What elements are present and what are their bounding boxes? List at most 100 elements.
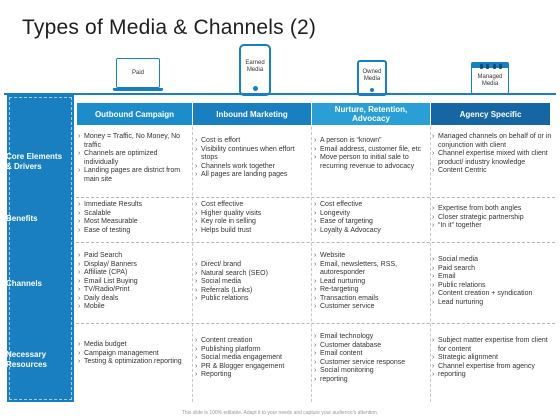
managed-media-calendar-icon: Managed Media <box>470 62 510 94</box>
list-item: Cost is effort <box>195 137 309 146</box>
list-item: Most Measurable <box>78 218 192 227</box>
column-header-nurture-retention-advocacy: Nurture, Retention, Advocacy <box>312 103 430 125</box>
list-item: Key role in selling <box>195 218 309 227</box>
list-item: Closer strategic partnership <box>432 214 554 223</box>
list-item: Email List Buying <box>78 278 192 287</box>
list-item: Cost effective <box>195 201 309 210</box>
list-item: Social media engagement <box>195 354 309 363</box>
paid-media-label: Paid <box>131 69 144 76</box>
list-item: PR & Blogger engagement <box>195 363 309 372</box>
list-item: Email, newsletters, RSS, autoresponder <box>314 261 428 278</box>
cell-core-outbound: Money = Traffic, No Money, No traffic Ch… <box>78 133 192 184</box>
laptop-base <box>113 88 163 91</box>
list-item: Content creation <box>195 337 309 346</box>
list-item: Channels work together <box>195 163 309 172</box>
column-header-outbound-campaign: Outbound Campaign <box>77 103 192 125</box>
laptop-icon: Paid <box>116 58 160 88</box>
column-divider <box>311 127 312 402</box>
list-item: Loyalty & Advocacy <box>314 227 428 236</box>
list-item: Move person to initial sale to recurring… <box>314 154 428 171</box>
cell-benefits-inbound: Cost effective Higher quality visits Key… <box>195 201 309 235</box>
row-divider <box>76 197 555 198</box>
list-item: Website <box>314 252 428 261</box>
list-item: Ease of targeting <box>314 218 428 227</box>
list-item: Re-targeting <box>314 286 428 295</box>
cell-resources-outbound: Media budget Campaign management Testing… <box>78 341 192 367</box>
cell-core-nurture: A person is “known” Email address, custo… <box>314 137 428 171</box>
tablet-icon: Owned Media <box>357 60 387 96</box>
owned-media-label-2: Media <box>363 76 381 82</box>
list-item: Transaction emails <box>314 295 428 304</box>
list-item: Social monitoring <box>314 367 428 376</box>
list-item: All pages are landing pages <box>195 171 309 180</box>
list-item: Testing & optimization reporting <box>78 358 192 367</box>
list-item: Public relations <box>195 295 309 304</box>
smartphone-icon: Earned Media <box>239 44 271 96</box>
list-item: Expertise from both angles <box>432 205 554 214</box>
cell-resources-nurture: Email technology Customer database Email… <box>314 333 428 384</box>
row-divider <box>76 242 555 243</box>
list-item: Direct/ brand <box>195 261 309 270</box>
list-item: Money = Traffic, No Money, No traffic <box>78 133 192 150</box>
list-item: Strategic alignment <box>432 354 554 363</box>
cell-channels-inbound: Direct/ brand Natural search (SEO) Socia… <box>195 261 309 304</box>
list-item: Natural search (SEO) <box>195 270 309 279</box>
earned-media-label-2: Media <box>246 67 264 73</box>
list-item: Channel expertise from agency <box>432 363 554 372</box>
list-item: Managed channels on behalf of or in conj… <box>432 133 554 150</box>
owned-media-label-1: Owned <box>362 69 382 75</box>
column-header-inbound-marketing: Inbound Marketing <box>193 103 311 125</box>
row-label-benefits: Benefits <box>6 214 38 223</box>
list-item: Immediate Results <box>78 201 192 210</box>
list-item: Mobile <box>78 303 192 312</box>
header-divider <box>4 93 556 95</box>
column-divider <box>430 127 431 402</box>
list-item: reporting <box>314 376 428 385</box>
list-item: Visibility continues when effort stops <box>195 146 309 163</box>
list-item: Social media <box>432 256 554 265</box>
list-item: Helps build trust <box>195 227 309 236</box>
list-item: A person is “known” <box>314 137 428 146</box>
managed-media-label-1: Managed <box>477 73 503 80</box>
list-item: Longevity <box>314 210 428 219</box>
cell-benefits-agency: Expertise from both angles Closer strate… <box>432 205 554 231</box>
list-item: Public relations <box>432 282 554 291</box>
cell-benefits-nurture: Cost effective Longevity Ease of targeti… <box>314 201 428 235</box>
owned-media-tablet-icon: Owned Media <box>356 60 388 96</box>
cell-channels-nurture: Website Email, newsletters, RSS, autores… <box>314 252 428 312</box>
list-item: Landing pages are district from main sit… <box>78 167 192 184</box>
list-item: Social media <box>195 278 309 287</box>
list-item: Media budget <box>78 341 192 350</box>
list-item: Customer service response <box>314 359 428 368</box>
list-item: reporting <box>432 371 554 380</box>
list-item: Display/ Banners <box>78 261 192 270</box>
row-label-core-elements: Core Elements & Drivers <box>6 152 63 171</box>
list-item: Referrals (Links) <box>195 287 309 296</box>
managed-media-label-2: Media <box>481 80 499 87</box>
column-header-agency-specific: Agency Specific <box>431 103 550 125</box>
list-item: Lead nurturing <box>432 299 554 308</box>
cell-channels-agency: Social media Paid search Email Public re… <box>432 256 554 307</box>
list-item: Scalable <box>78 210 192 219</box>
earned-media-label-1: Earned <box>245 60 265 66</box>
list-item: Higher quality visits <box>195 210 309 219</box>
calendar-rings <box>480 64 502 69</box>
footer-note: This slide is 100% editable. Adapt it to… <box>181 410 379 416</box>
cell-benefits-outbound: Immediate Results Scalable Most Measurab… <box>78 201 192 235</box>
cell-resources-inbound: Content creation Publishing platform Soc… <box>195 337 309 380</box>
row-label-channels: Channels <box>6 279 43 288</box>
list-item: Ease of testing <box>78 227 192 236</box>
cell-core-agency: Managed channels on behalf of or in conj… <box>432 133 554 176</box>
cell-channels-outbound: Paid Search Display/ Banners Affiliate (… <box>78 252 192 312</box>
list-item: Customer database <box>314 342 428 351</box>
list-item: Paid Search <box>78 252 192 261</box>
list-item: Email address, customer file, etc <box>314 146 428 155</box>
list-item: Channel expertise mixed with client prod… <box>432 150 554 167</box>
row-divider <box>76 323 555 324</box>
list-item: Publishing platform <box>195 346 309 355</box>
list-item: Content creation + syndication <box>432 290 554 299</box>
list-item: Content Centric <box>432 167 554 176</box>
list-item: Daily deals <box>78 295 192 304</box>
list-item: Subject matter expertise from client for… <box>432 337 554 354</box>
cell-core-inbound: Cost is effort Visibility continues when… <box>195 137 309 180</box>
